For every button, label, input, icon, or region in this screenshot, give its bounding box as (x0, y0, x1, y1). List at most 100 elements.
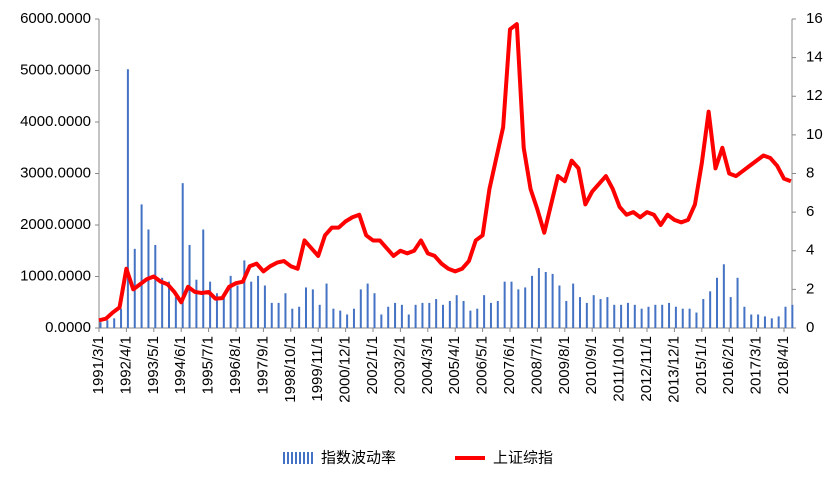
bar (215, 293, 218, 328)
x-tick-label: 1998/10/1 (282, 336, 299, 403)
x-tick-label: 2006/5/1 (474, 336, 491, 394)
bar (243, 260, 246, 328)
bar (154, 244, 157, 328)
bar (222, 297, 225, 328)
bar (462, 300, 465, 328)
bar (113, 318, 116, 328)
legend-label: 上证综指 (493, 449, 553, 467)
bar (626, 302, 629, 328)
x-tick-label: 2012/11/1 (638, 336, 655, 402)
x-tick-label: 2005/4/1 (446, 336, 463, 394)
x-tick-label: 2018/4/1 (775, 336, 792, 394)
bar (325, 283, 328, 328)
bar (613, 304, 616, 328)
x-tick-label: 2008/7/1 (528, 336, 545, 394)
bar (236, 285, 239, 328)
bar (120, 308, 123, 328)
bar (763, 316, 766, 328)
bar (359, 289, 362, 328)
y-tick-label: 1000.0000 (20, 267, 91, 284)
x-tick-label: 2011/10/1 (611, 336, 628, 402)
bar (784, 306, 787, 328)
bar (291, 308, 294, 328)
bar (757, 314, 760, 328)
bar (709, 291, 712, 328)
legend-swatch (283, 452, 285, 464)
bar (537, 268, 540, 328)
bar (503, 281, 506, 328)
x-tick-label: 2017/3/1 (748, 336, 765, 394)
bar (126, 69, 129, 329)
bar (99, 322, 102, 328)
legend-swatch (303, 452, 305, 464)
bar (483, 295, 486, 328)
line (98, 22, 792, 323)
bar (387, 306, 390, 328)
y2-tick-label: 8 (806, 164, 814, 181)
bar (407, 314, 410, 328)
bar (688, 308, 691, 328)
y2-tick-label: 10 (806, 126, 823, 143)
bar (510, 281, 513, 328)
legend-swatch (291, 452, 293, 464)
bar (777, 316, 780, 328)
bar (544, 271, 547, 328)
bar (257, 275, 260, 328)
bar (716, 277, 718, 328)
y2-tick-label: 4 (806, 242, 814, 259)
bar (565, 300, 568, 328)
y-tick-label: 3000.0000 (20, 164, 91, 181)
x-tick-label: 1999/11/1 (309, 336, 326, 402)
bar (579, 297, 581, 328)
x-tick-label: 2000/12/1 (337, 336, 354, 403)
bar (284, 293, 287, 328)
bar (455, 295, 458, 328)
y2-tick-label: 6 (806, 203, 814, 220)
bar (668, 302, 671, 328)
bar (414, 304, 417, 328)
bar (421, 302, 424, 328)
bar (195, 279, 198, 328)
y2-tick-label: 12 (806, 87, 823, 104)
bar (620, 304, 623, 328)
x-tick-label: 2002/1/1 (364, 336, 381, 394)
bar (743, 306, 746, 328)
bar (332, 308, 335, 328)
bar (661, 304, 664, 328)
x-tick-label: 1992/4/1 (117, 336, 134, 394)
y-tick-label: 6000.0000 (20, 10, 91, 27)
bar (209, 281, 212, 328)
x-tick-label: 1996/8/1 (227, 336, 244, 394)
x-tick-label: 1995/7/1 (200, 336, 217, 394)
legend-swatch (311, 452, 313, 464)
bar (606, 297, 609, 328)
bar (633, 304, 636, 328)
legend-label: 指数波动率 (321, 449, 396, 467)
bar (791, 304, 794, 328)
x-tick-label: 2003/2/1 (391, 336, 408, 394)
y2-tick-label: 2 (806, 280, 814, 297)
x-tick-label: 2013/12/1 (665, 336, 682, 403)
bar (722, 264, 725, 328)
bar (674, 306, 677, 328)
bar (373, 293, 376, 328)
bar (599, 299, 602, 328)
x-tick-label: 2009/8/1 (556, 336, 573, 394)
bar (229, 275, 232, 328)
bar (702, 299, 705, 328)
bar (729, 297, 732, 328)
legend-swatch (287, 452, 289, 464)
y2-tick-label: 0 (806, 319, 814, 336)
bar (366, 283, 369, 328)
bar (352, 308, 355, 328)
bar (168, 281, 170, 328)
bar (311, 289, 314, 328)
y2-tick-label: 14 (806, 49, 823, 66)
y-tick-label: 5000.0000 (20, 61, 91, 78)
x-tick-label: 2007/6/1 (501, 336, 518, 394)
bar (263, 285, 266, 328)
y-tick-label: 2000.0000 (20, 216, 91, 233)
bar (476, 308, 479, 328)
bar (181, 183, 184, 328)
